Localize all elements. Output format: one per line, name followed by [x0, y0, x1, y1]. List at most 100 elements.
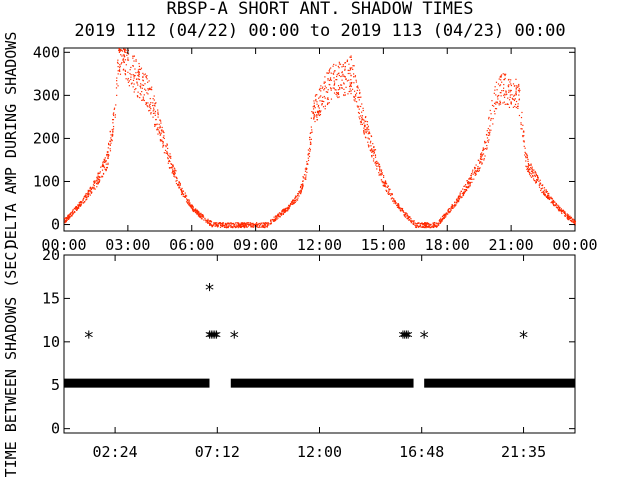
delta-amp-point	[125, 64, 127, 66]
delta-amp-point	[148, 110, 150, 112]
delta-amp-point	[464, 185, 466, 187]
delta-amp-point	[199, 216, 201, 218]
delta-amp-point	[502, 87, 505, 89]
delta-amp-point	[522, 124, 524, 126]
delta-amp-point	[140, 67, 143, 69]
delta-amp-point	[462, 194, 465, 196]
delta-amp-point	[266, 226, 268, 228]
delta-amp-point	[125, 49, 127, 51]
delta-amp-point	[510, 103, 512, 105]
delta-amp-point	[65, 220, 67, 222]
delta-amp-point	[414, 224, 416, 226]
delta-amp-point	[277, 214, 279, 216]
delta-amp-point	[376, 165, 378, 167]
delta-amp-point	[550, 196, 552, 198]
delta-amp-point	[94, 181, 96, 183]
delta-amp-point	[318, 113, 320, 115]
delta-amp-point	[503, 96, 506, 98]
delta-amp-point	[433, 223, 435, 225]
delta-amp-point	[319, 113, 322, 116]
delta-amp-point	[318, 114, 321, 117]
delta-amp-point	[480, 158, 482, 160]
delta-amp-point	[112, 130, 114, 132]
delta-amp-point	[552, 200, 554, 202]
delta-amp-point	[368, 132, 370, 134]
delta-amp-point	[138, 71, 141, 73]
delta-amp-point	[211, 225, 213, 227]
delta-amp-point	[179, 187, 181, 189]
delta-amp-point	[492, 123, 494, 125]
delta-amp-point	[376, 168, 378, 170]
delta-amp-point	[551, 198, 554, 200]
delta-amp-point	[124, 49, 126, 51]
delta-amp-point	[311, 129, 313, 131]
delta-amp-point	[157, 133, 159, 135]
delta-amp-point	[181, 187, 183, 190]
delta-amp-point	[400, 208, 402, 210]
delta-amp-point	[112, 131, 114, 133]
delta-amp-point	[466, 180, 468, 182]
delta-amp-point	[508, 99, 511, 101]
delta-amp-point	[327, 91, 329, 93]
delta-amp-point	[527, 163, 530, 165]
delta-amp-point	[124, 74, 127, 76]
delta-amp-point	[98, 181, 100, 183]
delta-amp-point	[455, 204, 457, 206]
delta-amp-point	[474, 167, 476, 170]
delta-amp-point	[150, 107, 152, 110]
delta-amp-point	[281, 210, 283, 212]
delta-amp-point	[256, 226, 259, 228]
delta-amp-point	[375, 162, 378, 165]
delta-amp-point	[358, 89, 361, 91]
delta-amp-point	[353, 90, 356, 92]
delta-amp-point	[139, 97, 141, 99]
delta-amp-point	[488, 116, 490, 119]
delta-amp-point	[523, 145, 525, 147]
delta-amp-point	[109, 144, 111, 146]
delta-amp-point	[318, 111, 320, 113]
delta-amp-point	[117, 59, 119, 61]
delta-amp-point	[478, 167, 480, 170]
delta-amp-point	[105, 169, 107, 171]
delta-amp-point	[154, 114, 156, 116]
delta-amp-point	[80, 203, 82, 205]
delta-amp-point	[521, 135, 524, 137]
delta-amp-point	[255, 225, 258, 228]
delta-amp-point	[329, 77, 332, 79]
delta-amp-point	[428, 224, 430, 227]
delta-amp-point	[298, 191, 301, 193]
delta-amp-point	[104, 157, 106, 159]
delta-amp-point	[288, 205, 290, 207]
delta-amp-point	[167, 162, 169, 164]
delta-amp-point	[96, 186, 98, 188]
delta-amp-point	[161, 130, 163, 132]
delta-amp-point	[339, 86, 341, 89]
delta-amp-point	[354, 76, 356, 78]
delta-amp-point	[282, 210, 284, 212]
delta-amp-point	[383, 184, 386, 186]
delta-amp-point	[314, 111, 317, 113]
delta-amp-point	[507, 79, 510, 81]
delta-amp-point	[144, 88, 146, 90]
delta-amp-point	[314, 107, 316, 109]
delta-amp-point	[196, 213, 198, 215]
delta-amp-y-axis-label: DELTA AMP DURING SHADOWS	[2, 32, 20, 249]
delta-amp-point	[302, 186, 304, 188]
delta-amp-point	[110, 142, 112, 144]
delta-amp-point	[337, 72, 339, 75]
delta-amp-point	[353, 76, 355, 78]
delta-amp-point	[226, 222, 228, 224]
delta-amp-point	[393, 200, 395, 202]
delta-amp-point	[395, 202, 397, 204]
delta-amp-point	[336, 95, 338, 97]
delta-amp-point	[372, 154, 374, 156]
delta-amp-point	[315, 115, 317, 117]
delta-amp-point	[163, 137, 165, 140]
delta-amp-point	[284, 211, 286, 213]
delta-amp-point	[481, 155, 483, 157]
delta-amp-point	[111, 133, 114, 135]
delta-amp-point	[78, 207, 80, 209]
time-between-point: *	[206, 328, 217, 349]
delta-amp-point	[545, 190, 547, 192]
delta-amp-point	[571, 219, 573, 221]
